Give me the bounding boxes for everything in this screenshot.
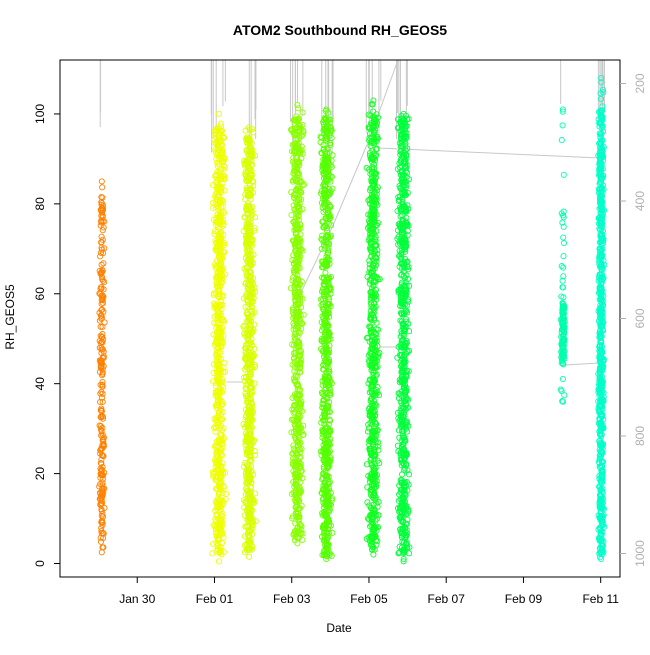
chart-title: ATOM2 Southbound RH_GEOS5 <box>233 22 447 38</box>
x-tick-label: Feb 07 <box>428 592 466 606</box>
x-tick-label: Feb 05 <box>350 592 388 606</box>
x-tick-label: Feb 01 <box>196 592 234 606</box>
x-tick-label: Jan 30 <box>119 592 155 606</box>
x-axis-label: Date <box>326 621 352 635</box>
x-tick-label: Feb 03 <box>273 592 311 606</box>
y-axis-label: RH_GEOS5 <box>3 284 17 350</box>
